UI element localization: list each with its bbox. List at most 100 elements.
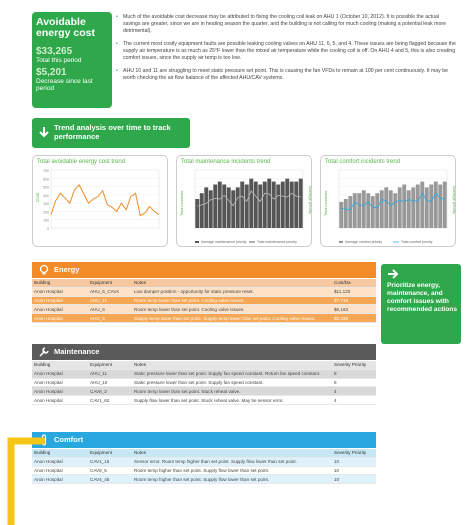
plot-background (338, 169, 448, 229)
cell: CAV4_45 (88, 474, 132, 485)
cell: Room temp higher than set point. Supply … (132, 466, 332, 476)
bar (235, 187, 240, 228)
cell: $11,120 (332, 287, 376, 297)
table-row: Anon Hospital AHU_11 Static pressure lower… (32, 369, 376, 379)
energy-cost-chart: 700 600 500 400 300 200 100 0 Cost Total avoidab… (32, 155, 168, 247)
cell: 10 (332, 474, 376, 485)
col-header: Building (32, 361, 88, 370)
cell: Sensor error. Room temp higher than set … (132, 457, 332, 467)
maintenance-chart: Total incidents Average priority Average m… (176, 155, 313, 247)
avoidable-cost-summary: Avoidable energy cost $33,265 Total this… (32, 12, 112, 108)
col-header: Equipment (88, 361, 132, 370)
maintenance-chart-svg: Total incidents Average priority Average m… (179, 169, 313, 244)
maintenance-table: Building Equipment Notes Severity Priori… (32, 361, 376, 405)
comfort-chart-title: Total comfort incidents trend (325, 159, 401, 165)
legend-swatch (339, 241, 343, 243)
cell: Anon Hospital (32, 369, 88, 379)
table-row: Anon Hospital AHU_6 Room temp lower than s… (32, 304, 376, 315)
bar (280, 181, 285, 228)
bar (258, 184, 263, 228)
legend-label: Average maintenance priority (201, 240, 247, 244)
wrench-icon (39, 347, 49, 357)
cell: 10 (332, 457, 376, 467)
bar (420, 181, 425, 228)
cell: Anon Hospital (32, 386, 88, 397)
bar (208, 190, 213, 228)
table-row: Anon Hospital CAV8_5 Room temp higher than… (32, 466, 376, 476)
bar (213, 184, 218, 228)
bar (267, 178, 272, 228)
energy-series-line (50, 184, 160, 217)
bar (429, 184, 434, 228)
cell: Room temp higher than set point. Supply … (132, 474, 332, 485)
table-row: Anon Hospital CAV8_2 Room temp lower than … (32, 386, 376, 397)
bar (366, 193, 371, 228)
cell: CAV1_62 (88, 395, 132, 405)
col-header: Cost/Da (332, 279, 376, 288)
bar (357, 193, 362, 228)
col-header: Equipment (88, 279, 132, 288)
energy-chart-title: Total avoidable energy cost trend (37, 159, 126, 165)
trend-analysis-label: Trend analysis over time to track perfor… (54, 123, 171, 141)
bar (226, 187, 231, 228)
cell: Anon Hospital (32, 395, 88, 405)
cell: Anon Hospital (32, 474, 88, 485)
summary-decrease-label: Decrease since last period (36, 78, 93, 92)
energy-cost-chart-svg: 700 600 500 400 300 200 100 0 Cost (35, 169, 160, 231)
bar (262, 181, 267, 228)
legend-swatch (195, 241, 199, 243)
y-tick-label: 200 (43, 210, 49, 214)
cell: Room temp lower than set point. Stuck re… (132, 386, 332, 397)
bar (438, 184, 443, 228)
table-row: Anon Hospital CAV1_16 Sensor error. Room t… (32, 457, 376, 467)
y-tick-label: 500 (43, 186, 49, 190)
trend-analysis-banner: Trend analysis over time to track perfor… (32, 118, 190, 148)
col-header: Severity Priority (332, 361, 376, 370)
y-axis-label: Total incidents (179, 191, 184, 216)
cell: 4 (332, 395, 376, 405)
comfort-section-header: Comfort (32, 432, 376, 448)
y-tick-label: 700 (43, 169, 49, 173)
cell: Anon Hospital (32, 466, 88, 476)
arrow-down-icon (39, 127, 49, 138)
cell: 8 (332, 378, 376, 388)
cell: Static pressure lower than set point. Su… (132, 378, 332, 388)
col-header: Building (32, 449, 88, 458)
comfort-chart-svg: Total incidents Average priority Average c… (323, 169, 457, 244)
y-tick-label: 100 (43, 219, 49, 223)
bar (379, 190, 384, 228)
prioritize-issues-box: Prioritize energy, maintenance, and comf… (381, 264, 461, 344)
plot-area (194, 169, 304, 229)
bar (195, 199, 200, 228)
legend-label: Total comfort priority (401, 240, 433, 244)
energy-section-header: Energy (32, 262, 376, 278)
plot-area (338, 169, 448, 229)
cell: AHU_11 (88, 296, 132, 306)
summary-decrease-value: $5,201 (36, 67, 67, 78)
bar (411, 187, 416, 228)
cell: AHU_5 (88, 313, 132, 323)
bar (348, 196, 353, 228)
comfort-section-title: Comfort (54, 435, 84, 444)
table-row: Anon Hospital AHU_10 Static pressure lower… (32, 378, 376, 388)
cell: 10 (332, 466, 376, 476)
bar (343, 199, 348, 228)
cell: Room temp lower than set point. Cooling … (132, 296, 332, 306)
legend-label: Average comfort priority (345, 240, 382, 244)
table-row: Anon Hospital AHU_5 Supply temp lower than… (32, 313, 376, 323)
y-axis-label: Total incidents (323, 191, 328, 216)
cell: $6,163 (332, 304, 376, 315)
table-row: Anon Hospital AHU_6_CAVs Low damper positi… (32, 287, 376, 297)
bar (361, 190, 366, 228)
cell: AHU_11 (88, 369, 132, 379)
bar (240, 181, 245, 228)
bar (231, 190, 236, 228)
bullet-item: Much of the avoidable cost decrease may … (116, 14, 456, 35)
table-row: Anon Hospital CAV1_62 Supply flow lower th… (32, 395, 376, 405)
cell: Static pressure lower than set point. Su… (132, 369, 332, 379)
bullet-item: AHU 10 and 11 are struggling to meet sta… (116, 68, 456, 82)
bar (244, 184, 249, 228)
bar (375, 193, 380, 228)
bar (442, 181, 447, 228)
bar (271, 181, 276, 228)
